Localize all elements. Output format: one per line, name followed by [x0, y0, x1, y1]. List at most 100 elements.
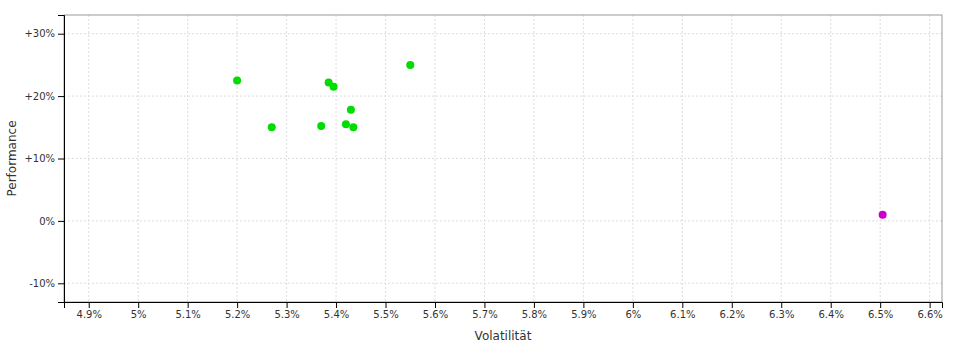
grid-line-x [583, 15, 584, 302]
x-tick-label: 6% [625, 309, 641, 320]
grid-line-x [434, 15, 435, 302]
y-tick-label: +10% [24, 153, 55, 164]
x-tick-label: 6.4% [819, 309, 844, 320]
x-axis-line [65, 303, 943, 309]
x-tick: 5.1% [175, 302, 200, 320]
y-axis-title: Performance [5, 120, 19, 196]
x-tick-label: 5.5% [373, 309, 398, 320]
point [330, 83, 338, 91]
x-tick-label: 5.6% [423, 309, 448, 320]
x-tick-mark [237, 302, 238, 308]
x-tick-mark [89, 302, 90, 308]
y-tick: +20% [24, 91, 64, 102]
x-tick-mark [336, 302, 337, 308]
y-tick-mark [58, 159, 64, 160]
x-tick: 4.9% [77, 302, 102, 320]
x-tick-mark [880, 302, 881, 308]
x-tick-mark [583, 302, 584, 308]
y-tick: +10% [24, 153, 64, 164]
x-tick: 6.2% [720, 302, 745, 320]
marks [233, 61, 887, 219]
grid-line-x [830, 15, 831, 302]
x-tick-label: 4.9% [77, 309, 102, 320]
series [879, 211, 887, 219]
x-tick-mark [633, 302, 634, 308]
series [233, 61, 414, 131]
x-tick-label: 6.6% [917, 309, 942, 320]
y-tick: 0% [39, 216, 64, 227]
x-tick-mark [831, 302, 832, 308]
x-tick: 5.9% [571, 302, 596, 320]
y-axis-line [58, 16, 65, 303]
x-tick-label: 6.2% [720, 309, 745, 320]
x-tick-mark [138, 302, 139, 308]
x-tick: 5.8% [522, 302, 547, 320]
x-tick-label: 5.7% [472, 309, 497, 320]
point [268, 123, 276, 131]
x-tick-mark [781, 302, 782, 308]
y-tick-label: 0% [39, 216, 55, 227]
plot-frame [64, 15, 942, 302]
y-tick-mark [58, 221, 64, 222]
x-tick: 5.2% [225, 302, 250, 320]
x-tick-label: 5.9% [571, 309, 596, 320]
x-tick-mark [484, 302, 485, 308]
x-tick-label: 6.1% [670, 309, 695, 320]
x-tick-mark [188, 302, 189, 308]
x-axis-title: Volatilität [475, 329, 532, 343]
x-tick-mark [534, 302, 535, 308]
y-axis: -10% 0% +10% +20% +30% [24, 16, 64, 303]
x-tick: 6.3% [769, 302, 794, 320]
y-tick-mark [58, 283, 64, 284]
x-tick: 5.4% [324, 302, 349, 320]
x-tick: 5.6% [423, 302, 448, 320]
x-tick-mark [732, 302, 733, 308]
y-tick: -10% [29, 278, 64, 289]
x-tick-label: 5.2% [225, 309, 250, 320]
x-tick-mark [435, 302, 436, 308]
x-tick-label: 5.1% [175, 309, 200, 320]
y-tick-label: -10% [29, 278, 55, 289]
plot: 4.9% 5% 5.1% 5.2% 5.3% 5.4% 5.5% 5.6% 5.7% 5.8% 5.… [24, 15, 942, 320]
grid-line-y [64, 158, 942, 159]
x-tick-label: 5.3% [274, 309, 299, 320]
grid-line-y [64, 283, 942, 284]
x-tick: 6.1% [670, 302, 695, 320]
x-tick: 5.5% [373, 302, 398, 320]
grid-line-y [64, 33, 942, 34]
grid-line-x [286, 15, 287, 302]
x-tick: 6.4% [819, 302, 844, 320]
point [349, 123, 357, 131]
x-tick-mark [287, 302, 288, 308]
point [342, 120, 350, 128]
point [406, 61, 414, 69]
point [879, 211, 887, 219]
y-tick: +30% [24, 28, 64, 39]
x-tick-label: 5.4% [324, 309, 349, 320]
point [347, 106, 355, 114]
x-tick: 5.7% [472, 302, 497, 320]
x-tick-label: 6.3% [769, 309, 794, 320]
grid-line-y [64, 96, 942, 97]
y-tick-label: +30% [24, 28, 55, 39]
x-tick-mark [930, 302, 931, 308]
x-tick-label: 5% [131, 309, 147, 320]
grid [64, 15, 942, 302]
y-tick-mark [58, 96, 64, 97]
x-axis: 4.9% 5% 5.1% 5.2% 5.3% 5.4% 5.5% 5.6% 5.7% 5.8% 5.… [65, 302, 943, 320]
x-tick: 5% [131, 302, 147, 320]
x-tick-label: 5.8% [522, 309, 547, 320]
x-tick: 6% [625, 302, 641, 320]
y-tick-mark [58, 34, 64, 35]
y-tick-label: +20% [24, 91, 55, 102]
x-tick: 5.3% [274, 302, 299, 320]
grid-line-y [64, 220, 942, 221]
point [233, 77, 241, 85]
x-tick: 6.5% [868, 302, 893, 320]
x-tick-label: 6.5% [868, 309, 893, 320]
x-tick: 6.6% [917, 302, 942, 320]
x-tick-mark [682, 302, 683, 308]
chart: 4.9% 5% 5.1% 5.2% 5.3% 5.4% 5.5% 5.6% 5.7% 5.8% 5.… [0, 0, 966, 350]
x-tick-mark [386, 302, 387, 308]
point [317, 122, 325, 130]
